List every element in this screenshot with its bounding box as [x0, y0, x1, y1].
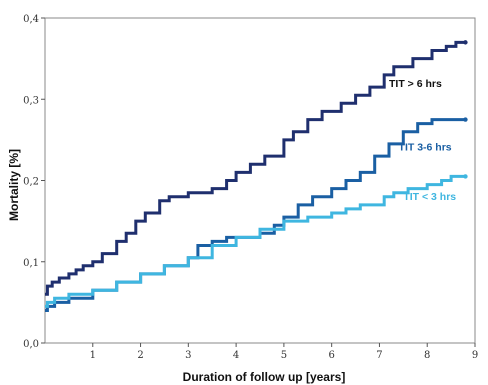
x-tick-label: 1 — [90, 350, 96, 361]
x-tick-label: 2 — [137, 350, 143, 361]
x-tick-label: 3 — [185, 350, 191, 361]
series-line-1 — [45, 40, 466, 296]
y-tick-label: 0,1 — [23, 258, 39, 269]
x-tick-label: 8 — [424, 350, 430, 361]
x-tick-label: 7 — [376, 350, 382, 361]
y-tick-label: 0,0 — [23, 339, 39, 350]
x-tick-label: 5 — [281, 350, 287, 361]
series-end-marker — [463, 117, 468, 122]
y-tick-label: 0,4 — [23, 14, 39, 25]
x-tick-label: 6 — [328, 350, 334, 361]
series-label-2: TIT 3-6 hrs — [399, 141, 452, 153]
axes: 0,0 0,1 0,2 0,3 0,4 1 2 3 4 5 6 7 8 9 — [23, 14, 478, 361]
series-line-3 — [45, 174, 466, 308]
y-axis-title: Mortality [%] — [7, 149, 21, 221]
y-tick-label: 0,3 — [23, 95, 39, 106]
x-axis-title: Duration of follow up [years] — [183, 370, 346, 384]
series-labels: TIT > 6 hrs TIT 3-6 hrs TIT < 3 hrs — [389, 78, 456, 203]
series-end-marker — [463, 174, 468, 179]
series-end-marker — [463, 40, 468, 45]
series-lines — [45, 40, 468, 312]
series-label-1: TIT > 6 hrs — [389, 78, 442, 90]
x-tick-label: 9 — [472, 350, 478, 361]
series-label-3: TIT < 3 hrs — [403, 191, 456, 203]
x-tick-label: 4 — [233, 350, 239, 361]
y-tick-label: 0,2 — [23, 177, 39, 188]
